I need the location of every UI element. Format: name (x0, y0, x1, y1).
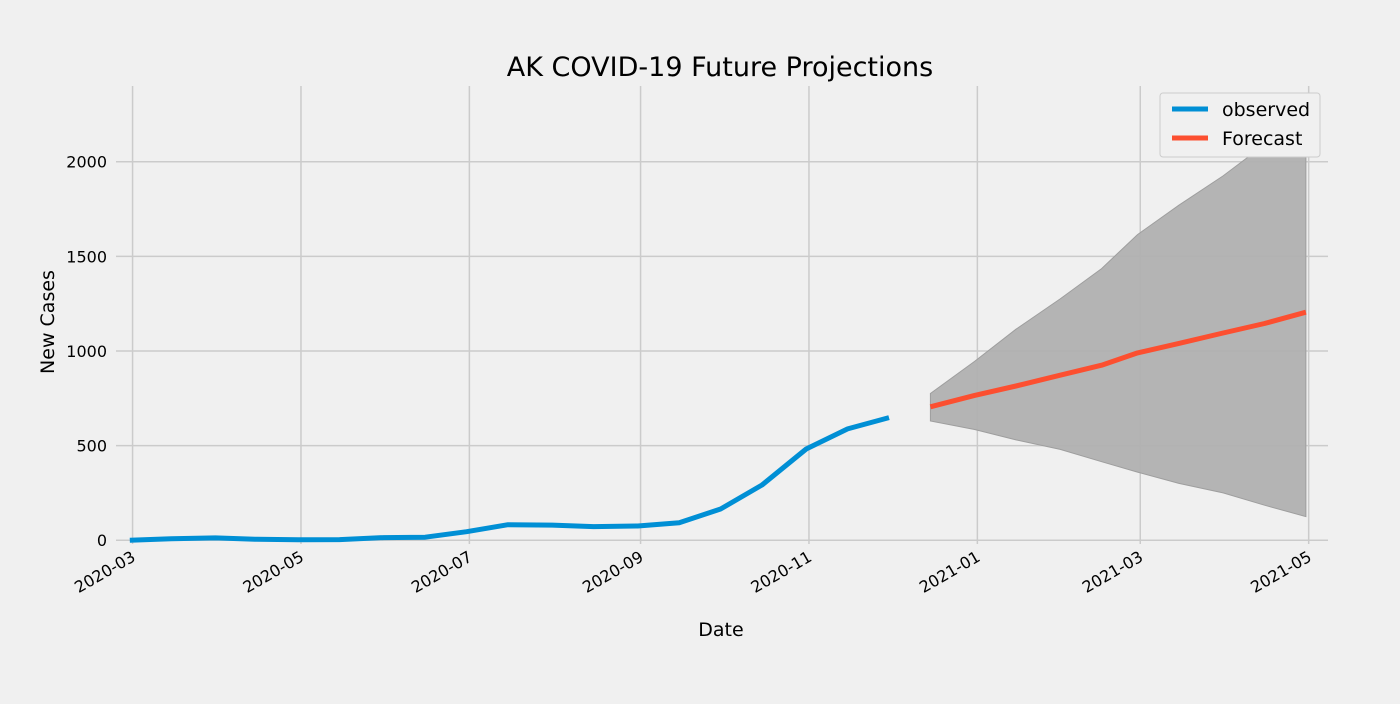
y-tick-label: 1000 (66, 342, 107, 361)
y-axis-label: New Cases (37, 270, 59, 374)
series-line-observed (129, 415, 890, 543)
series-line-forecast (929, 309, 1307, 410)
y-tick-label: 2000 (66, 153, 107, 172)
y-tick-labels: 0 500 1000 1500 2000 (66, 153, 107, 551)
legend-label-observed: observed (1222, 99, 1310, 121)
legend-label-forecast: Forecast (1222, 128, 1302, 150)
x-axis-label: Date (698, 619, 743, 641)
y-tick-label: 500 (76, 437, 107, 456)
y-tick-label: 0 (97, 531, 107, 550)
legend: observed Forecast (1159, 92, 1321, 158)
series-lines (129, 309, 1307, 543)
confidence-band-group (929, 123, 1307, 518)
confidence-band (929, 123, 1307, 518)
y-tick-label: 1500 (66, 247, 107, 266)
chart-title: AK COVID-19 Future Projections (507, 52, 933, 83)
